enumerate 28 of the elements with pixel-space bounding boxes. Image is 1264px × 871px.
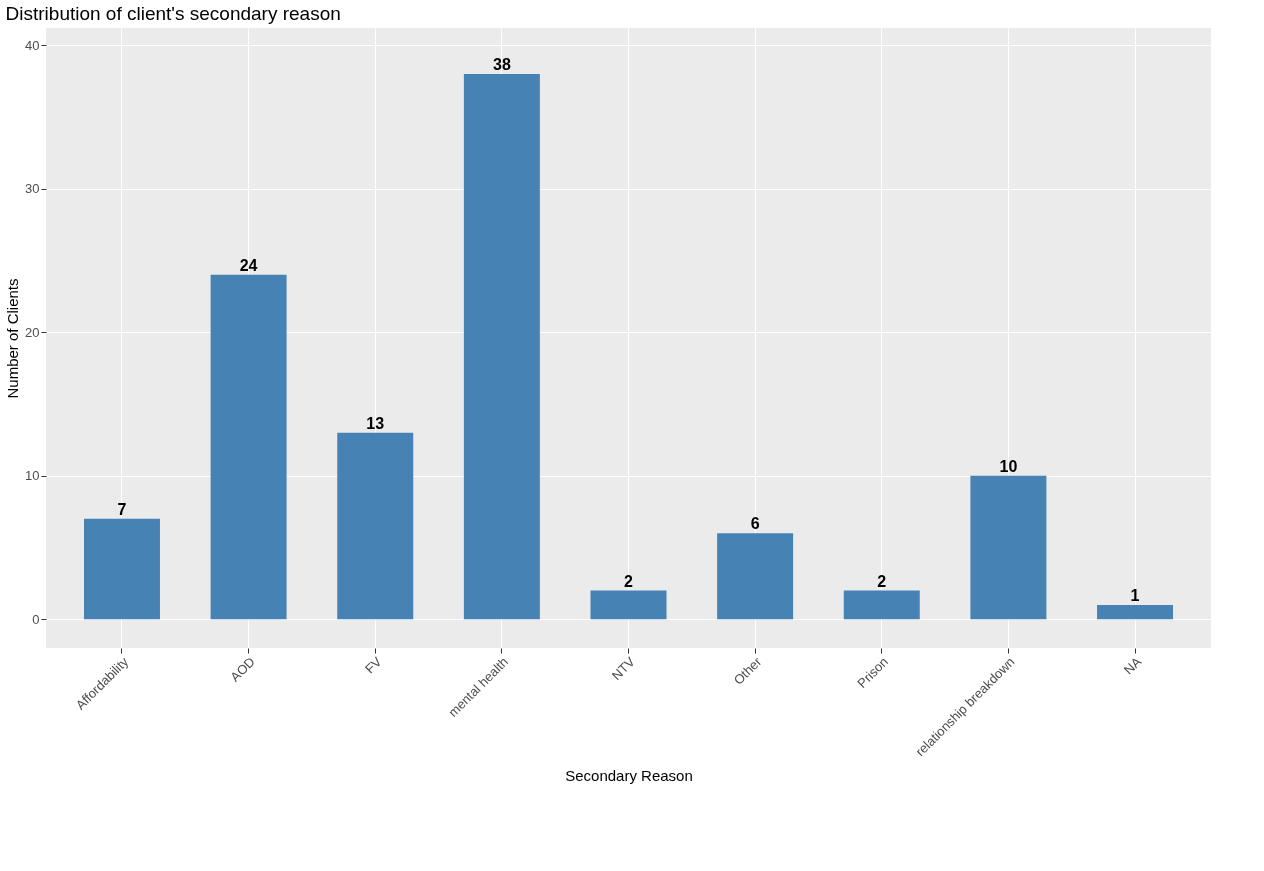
- data-label: 38: [492, 55, 511, 73]
- chart-title: Distribution of client's secondary reason: [5, 3, 341, 24]
- y-tick-label: 10: [25, 468, 40, 484]
- bar: [843, 590, 920, 620]
- bar: [463, 73, 540, 620]
- bar: [590, 590, 667, 620]
- x-tick-label: FV: [362, 653, 385, 677]
- y-tick-label: 0: [32, 611, 40, 627]
- bar: [717, 533, 794, 620]
- data-label: 1: [1130, 586, 1140, 604]
- bar: [970, 475, 1047, 620]
- y-tick-label: 20: [25, 324, 40, 340]
- bar: [210, 274, 287, 620]
- x-tick-label: NA: [1120, 653, 1145, 678]
- data-label: 2: [624, 572, 634, 590]
- y-tick-label: 30: [25, 181, 40, 197]
- y-tick-label: 40: [25, 37, 40, 53]
- data-label: 24: [239, 256, 258, 274]
- data-label: 2: [877, 572, 887, 590]
- x-axis-title: Secondary Reason: [565, 767, 693, 785]
- data-label: 7: [117, 500, 127, 518]
- data-label: 6: [750, 515, 760, 533]
- y-axis-title: Number of Clients: [4, 278, 22, 399]
- bar: [83, 518, 160, 620]
- data-label: 10: [999, 457, 1018, 475]
- bar: [1097, 604, 1174, 620]
- bar: [337, 432, 414, 620]
- data-label: 13: [366, 414, 385, 432]
